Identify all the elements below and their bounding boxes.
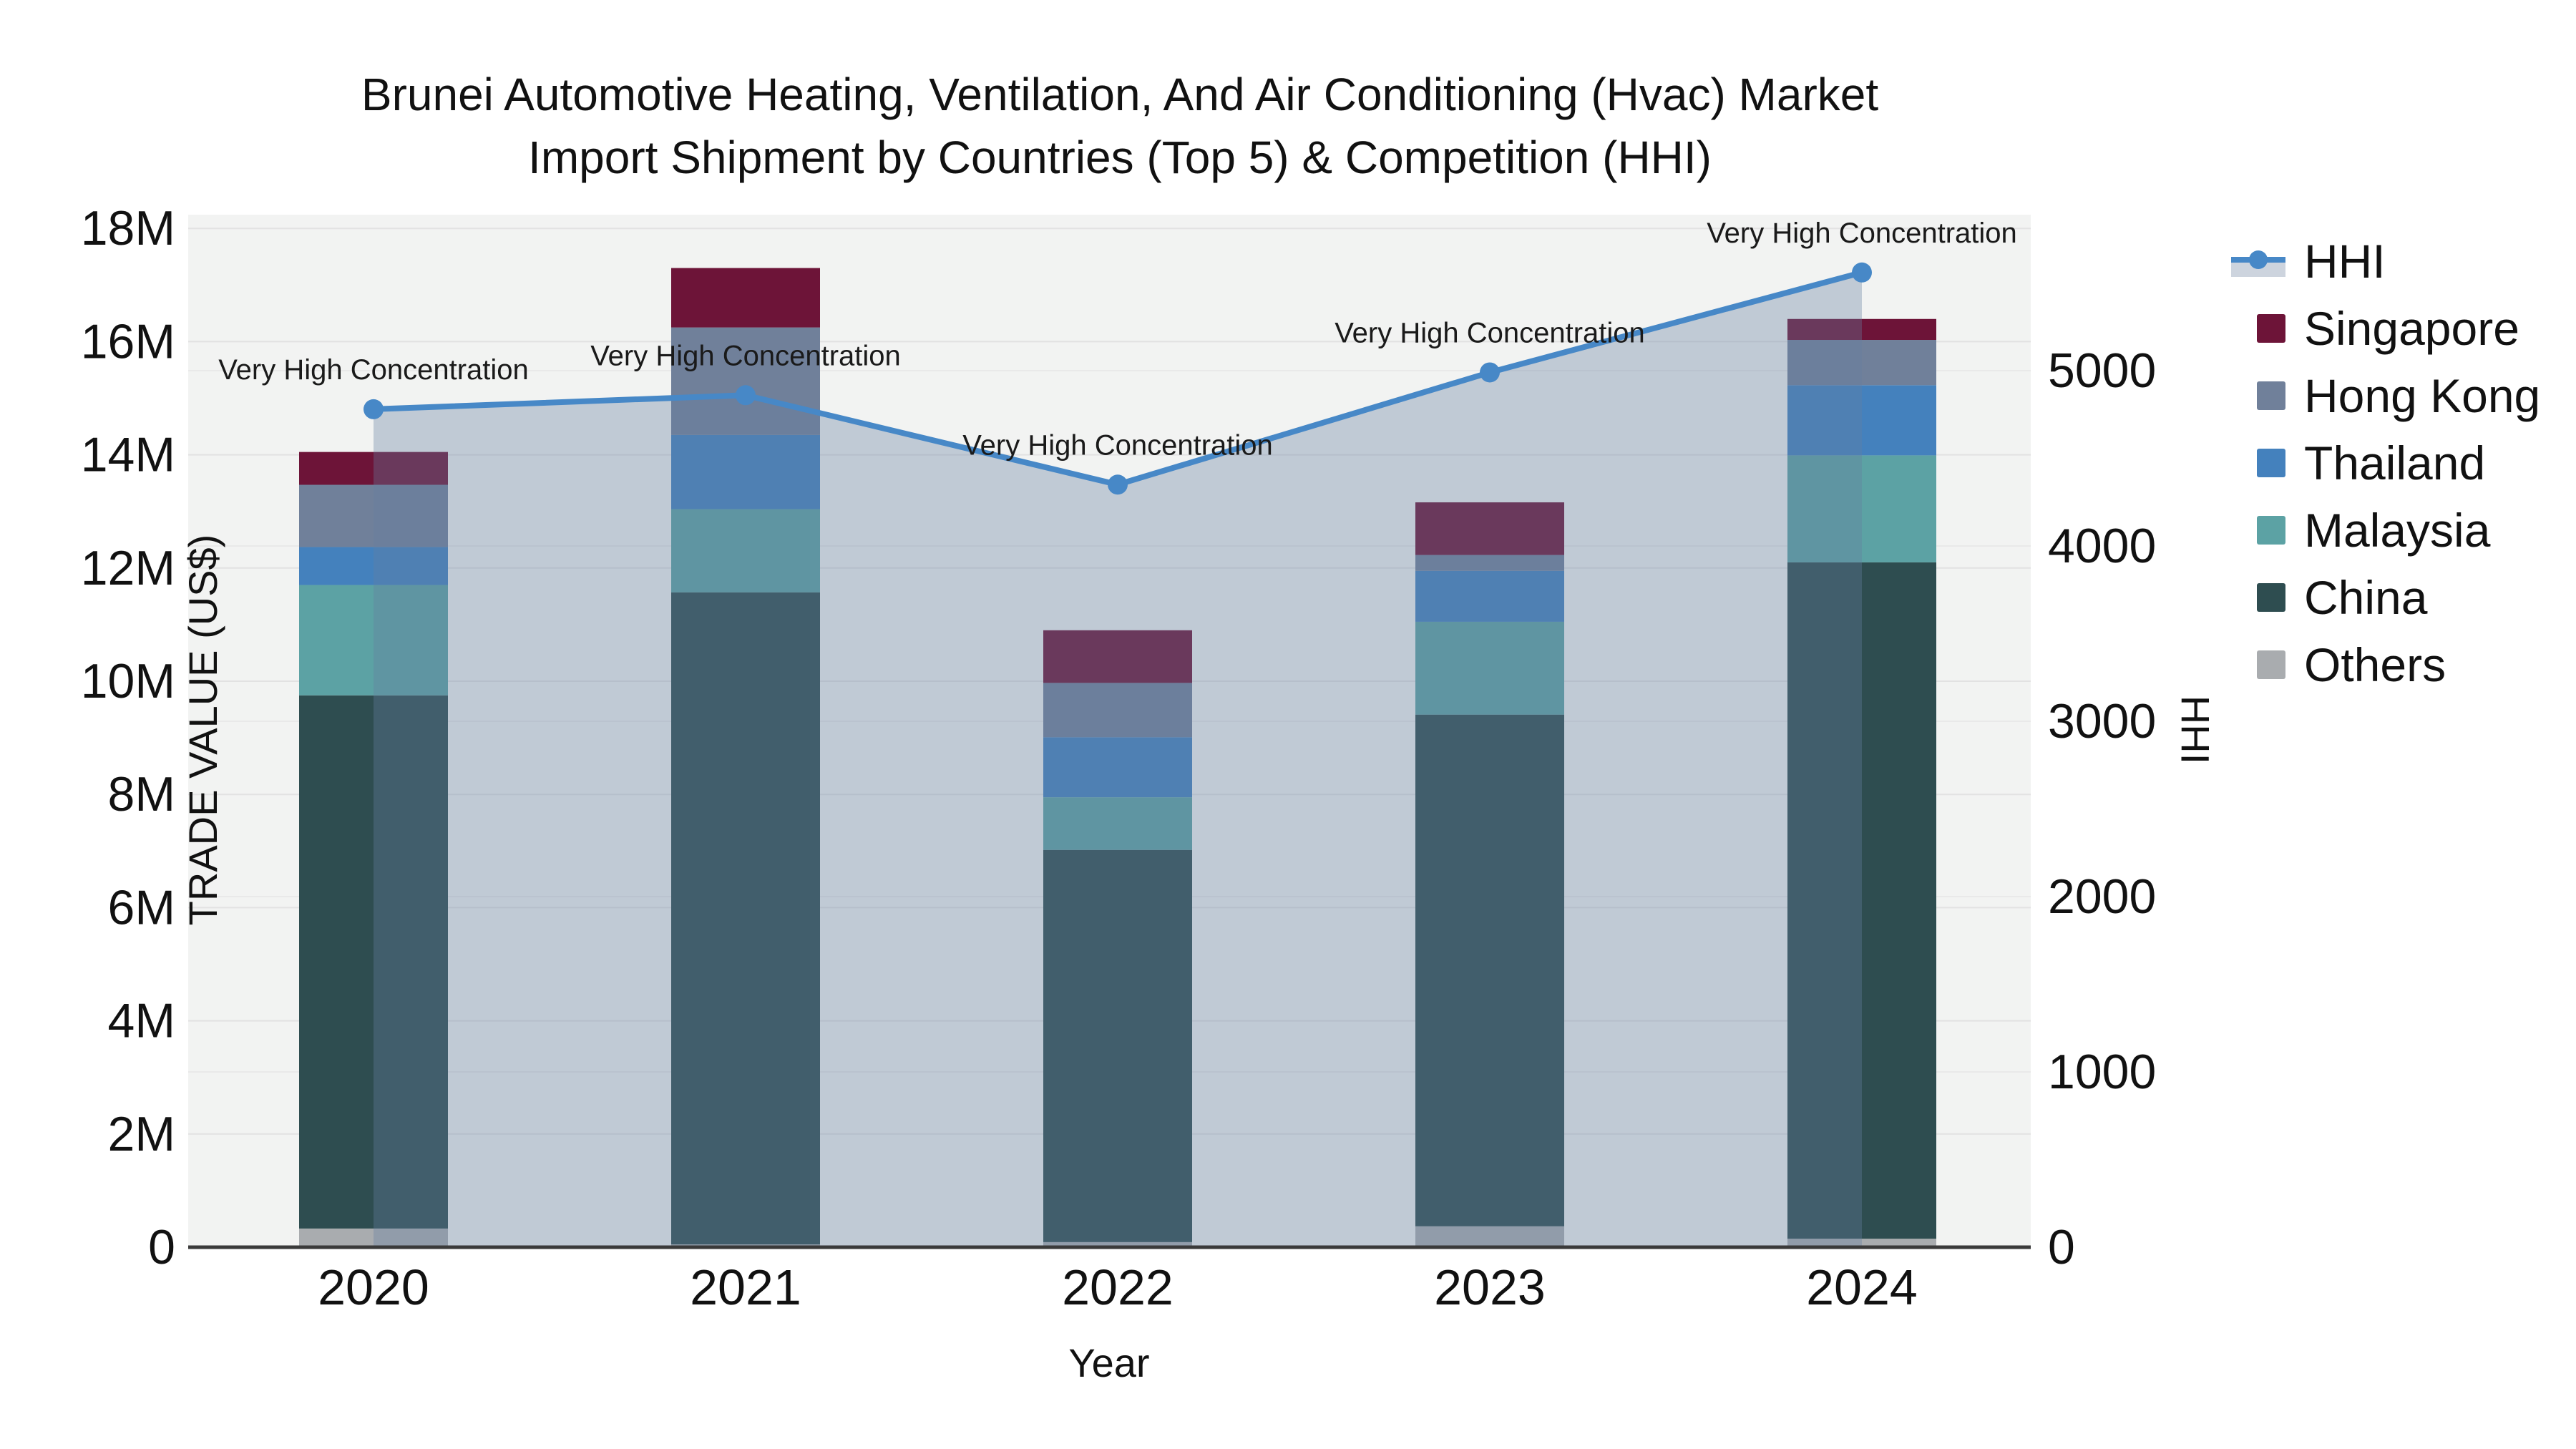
hhi-marker-2022[interactable]	[1108, 474, 1128, 495]
hhi-marker-2021[interactable]	[736, 385, 756, 406]
bar-segment-others-2022[interactable]	[1043, 1241, 1192, 1247]
bar-segment-others-2020[interactable]	[299, 1228, 448, 1247]
legend-item-label: Hong Kong	[2304, 369, 2541, 422]
bar-segment-singapore-2021[interactable]	[671, 268, 820, 328]
bar-segment-thailand-2022[interactable]	[1043, 737, 1192, 798]
right-tick-label: 0	[2048, 1220, 2075, 1274]
right-tick-label: 1000	[2048, 1045, 2156, 1099]
bar-segment-hong-kong-2021[interactable]	[671, 327, 820, 435]
legend: HHI Singapore Hong Kong Thailand Malaysia Chi…	[2231, 228, 2575, 698]
legend-item-label: Others	[2304, 638, 2446, 691]
chart-title-line1: Brunei Automotive Heating, Ventilation, …	[361, 69, 1879, 120]
right-tick-label: 2000	[2048, 869, 2156, 924]
legend-item-thailand[interactable]: Thailand	[2231, 429, 2575, 497]
bar-segment-others-2024[interactable]	[1787, 1239, 1936, 1247]
bar-segment-china-2022[interactable]	[1043, 849, 1192, 1242]
bar-segment-hong-kong-2022[interactable]	[1043, 683, 1192, 738]
annotation-2023: Very High Concentration	[1335, 317, 1645, 348]
bar-segment-thailand-2020[interactable]	[299, 547, 448, 585]
legend-item-label: Thailand	[2304, 436, 2486, 489]
x-tick-label-2022: 2022	[1062, 1259, 1174, 1315]
bar-segment-singapore-2024[interactable]	[1787, 318, 1936, 341]
legend-item-others[interactable]: Others	[2231, 631, 2575, 698]
legend-color-swatch-icon	[2257, 314, 2285, 343]
bar-segment-malaysia-2023[interactable]	[1415, 621, 1564, 715]
legend-color-swatch-icon	[2257, 583, 2285, 612]
left-tick-label: 2M	[108, 1107, 175, 1161]
chart-title-line2: Import Shipment by Countries (Top 5) & C…	[528, 132, 1712, 183]
left-tick-label: 16M	[81, 314, 175, 369]
bar-segment-malaysia-2024[interactable]	[1787, 455, 1936, 562]
hhi-marker-2024[interactable]	[1852, 262, 1872, 283]
left-tick-label: 14M	[81, 428, 175, 482]
legend-item-label: Malaysia	[2304, 504, 2491, 557]
annotation-2022: Very High Concentration	[962, 429, 1273, 461]
bar-segment-thailand-2024[interactable]	[1787, 385, 1936, 456]
bar-segment-hong-kong-2023[interactable]	[1415, 555, 1564, 571]
legend-item-hong-kong[interactable]: Hong Kong	[2231, 362, 2575, 429]
legend-item-label: HHI	[2304, 235, 2386, 288]
legend-item-china[interactable]: China	[2231, 564, 2575, 631]
bar-segment-thailand-2023[interactable]	[1415, 570, 1564, 622]
right-tick-label: 5000	[2048, 343, 2156, 398]
left-tick-label: 6M	[108, 880, 175, 935]
left-axis-title: TRADE VALUE (US$)	[180, 534, 225, 926]
bar-segment-singapore-2020[interactable]	[299, 452, 448, 485]
x-tick-label-2024: 2024	[1806, 1259, 1918, 1315]
left-tick-label: 18M	[81, 201, 175, 255]
bar-segment-hong-kong-2020[interactable]	[299, 484, 448, 547]
hhi-marker-2020[interactable]	[364, 399, 384, 419]
bar-segment-china-2023[interactable]	[1415, 714, 1564, 1226]
bar-segment-singapore-2023[interactable]	[1415, 502, 1564, 555]
legend-color-swatch-icon	[2257, 449, 2285, 477]
x-tick-label-2023: 2023	[1434, 1259, 1546, 1315]
left-tick-label: 4M	[108, 994, 175, 1048]
bar-segment-china-2020[interactable]	[299, 695, 448, 1229]
x-tick-label-2021: 2021	[690, 1259, 801, 1315]
right-tick-label: 3000	[2048, 694, 2156, 748]
bar-segment-malaysia-2020[interactable]	[299, 585, 448, 696]
hhi-area-fill	[374, 272, 1862, 1247]
bar-segment-malaysia-2021[interactable]	[671, 509, 820, 592]
legend-color-swatch-icon	[2257, 516, 2285, 545]
bar-segment-china-2024[interactable]	[1787, 562, 1936, 1239]
bar-segment-china-2021[interactable]	[671, 592, 820, 1245]
left-tick-label: 8M	[108, 767, 175, 821]
legend-item-label: Singapore	[2304, 302, 2519, 355]
right-tick-label: 4000	[2048, 519, 2156, 573]
annotation-2020: Very High Concentration	[218, 354, 529, 386]
legend-item-singapore[interactable]: Singapore	[2231, 295, 2575, 362]
legend-item-malaysia[interactable]: Malaysia	[2231, 497, 2575, 564]
annotation-2021: Very High Concentration	[590, 340, 901, 371]
legend-color-swatch-icon	[2257, 381, 2285, 410]
x-tick-label-2020: 2020	[318, 1259, 429, 1315]
legend-item-hhi[interactable]: HHI	[2231, 228, 2575, 295]
x-axis-title: Year	[1068, 1340, 1150, 1385]
left-tick-label: 0	[148, 1220, 175, 1274]
legend-color-swatch-icon	[2257, 650, 2285, 679]
left-tick-label: 12M	[81, 541, 175, 595]
bar-segment-thailand-2021[interactable]	[671, 434, 820, 509]
bar-segment-malaysia-2022[interactable]	[1043, 797, 1192, 850]
bar-segment-hong-kong-2024[interactable]	[1787, 340, 1936, 386]
bar-segment-singapore-2022[interactable]	[1043, 630, 1192, 683]
hhi-marker-2023[interactable]	[1480, 362, 1500, 383]
right-axis-title: HHI	[2172, 695, 2218, 765]
hhi-line-swatch-icon	[2231, 244, 2285, 278]
left-tick-label: 10M	[81, 654, 175, 708]
annotation-2024: Very High Concentration	[1707, 218, 2017, 249]
legend-item-label: China	[2304, 571, 2428, 624]
bar-segment-others-2023[interactable]	[1415, 1226, 1564, 1247]
chart-title: Brunei Automotive Heating, Ventilation, …	[0, 63, 2240, 189]
